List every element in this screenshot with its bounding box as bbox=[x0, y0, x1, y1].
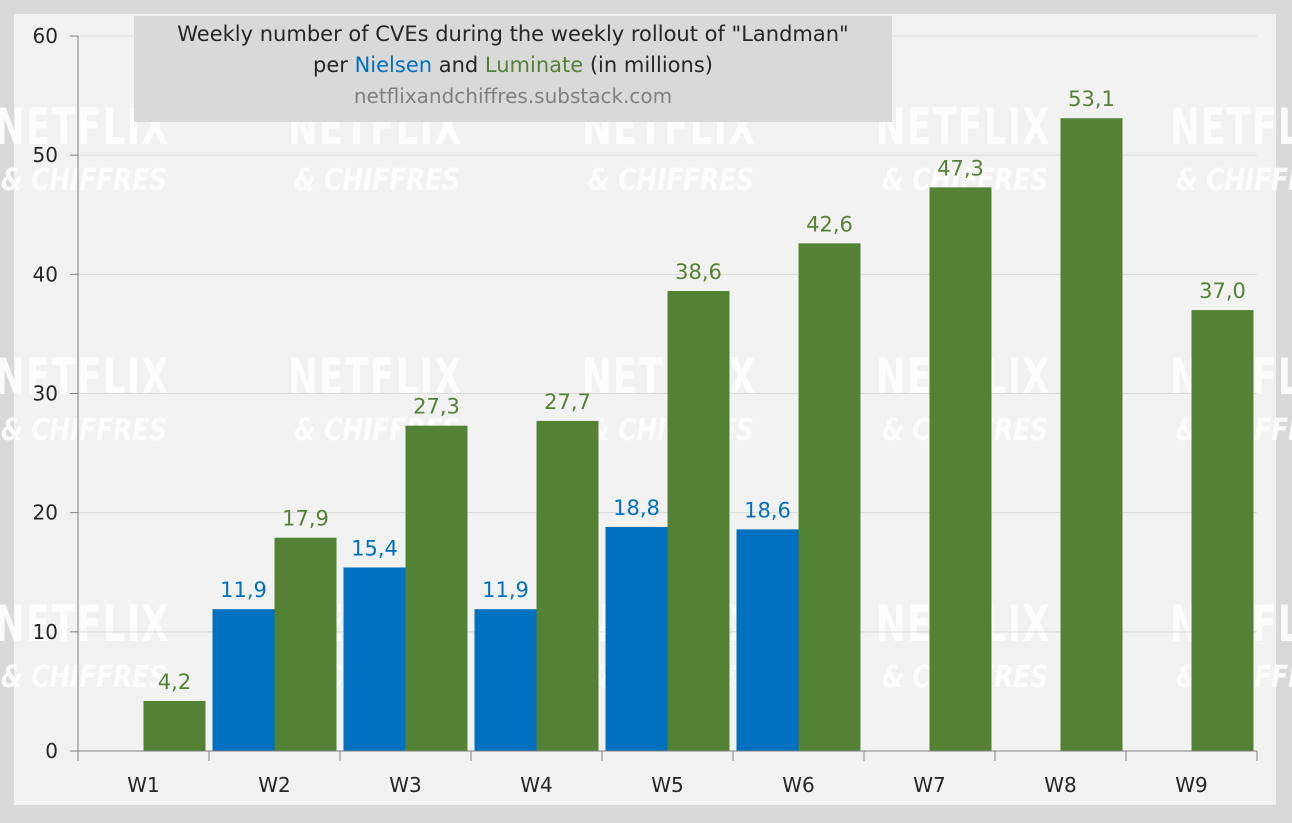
watermark-text: & CHIFFRES bbox=[294, 163, 460, 198]
legend-nielsen: Nielsen bbox=[354, 53, 433, 77]
bar-luminate-w3 bbox=[405, 425, 468, 751]
watermark-text: & CHIFFRES bbox=[1, 413, 167, 448]
watermark-text: & CHIFFRES bbox=[1, 163, 167, 198]
data-label-luminate: 27,7 bbox=[544, 390, 591, 414]
subtitle-middle: and bbox=[432, 53, 485, 77]
data-label-nielsen: 15,4 bbox=[351, 536, 398, 560]
bar-luminate-w6 bbox=[798, 243, 861, 751]
y-tick-label: 0 bbox=[45, 739, 58, 763]
bar-nielsen-w6 bbox=[736, 529, 799, 751]
x-tick-label: W8 bbox=[1044, 773, 1077, 797]
data-label-luminate: 47,3 bbox=[937, 156, 984, 180]
bar-luminate-w9 bbox=[1191, 310, 1254, 751]
legend-luminate: Luminate bbox=[484, 53, 584, 77]
x-tick-label: W3 bbox=[389, 773, 422, 797]
x-tick-label: W7 bbox=[913, 773, 946, 797]
subtitle-suffix: (in millions) bbox=[583, 53, 713, 77]
x-tick-label: W9 bbox=[1175, 773, 1208, 797]
bars bbox=[143, 118, 1254, 752]
bar-nielsen-w4 bbox=[474, 609, 537, 751]
subtitle-prefix: per bbox=[313, 53, 355, 77]
x-tick-label: W5 bbox=[651, 773, 684, 797]
x-tick-label: W1 bbox=[127, 773, 160, 797]
y-tick-label: 10 bbox=[33, 620, 58, 644]
x-tick-label: W2 bbox=[258, 773, 291, 797]
data-label-luminate: 27,3 bbox=[413, 395, 460, 419]
bar-luminate-w2 bbox=[274, 537, 337, 751]
data-label-nielsen: 11,9 bbox=[482, 578, 529, 602]
chart-subtitle: per Nielsen and Luminate (in millions) bbox=[134, 50, 892, 80]
y-tick-label: 50 bbox=[33, 143, 58, 167]
x-tick-label: W4 bbox=[520, 773, 553, 797]
watermark-text: & CHIFFRES bbox=[588, 163, 754, 198]
data-label-luminate: 53,1 bbox=[1068, 87, 1115, 111]
data-label-nielsen: 18,8 bbox=[613, 496, 660, 520]
watermark-text: & CHIFFRES bbox=[1176, 163, 1292, 198]
watermark-text: NETFLIX bbox=[288, 348, 463, 406]
data-label-luminate: 17,9 bbox=[282, 507, 329, 531]
axes: 0 10 20 30 40 50 60 W1 W2 W3 W4 W5 W6 W7 W8 W9 bbox=[33, 24, 1258, 797]
bar-nielsen-w3 bbox=[343, 567, 406, 751]
watermark-text: NETFLIX bbox=[876, 98, 1051, 156]
watermark-text: & CHIFFRES bbox=[1, 660, 167, 695]
data-label-nielsen: 11,9 bbox=[220, 578, 267, 602]
watermark-text: NETFLIX bbox=[1170, 98, 1292, 156]
bar-luminate-w8 bbox=[1060, 118, 1123, 752]
data-labels: 4,2 11,9 17,9 15,4 27,3 11,9 27,7 18,8 38,6 18,6 4… bbox=[158, 87, 1246, 694]
bar-luminate-w5 bbox=[667, 291, 730, 751]
data-label-luminate: 37,0 bbox=[1199, 279, 1246, 303]
chart-title-box: Weekly number of CVEs during the weekly … bbox=[134, 16, 892, 122]
watermark-text: NETFLIX bbox=[0, 595, 170, 653]
chart-source: netflixandchiffres.substack.com bbox=[353, 84, 673, 108]
bar-luminate-w4 bbox=[536, 420, 599, 751]
bar-nielsen-w5 bbox=[605, 526, 668, 751]
data-label-luminate: 38,6 bbox=[675, 260, 722, 284]
chart-title: Weekly number of CVEs during the weekly … bbox=[177, 22, 849, 46]
bar-luminate-w1 bbox=[143, 700, 206, 751]
y-tick-label: 20 bbox=[33, 501, 58, 525]
data-label-luminate: 4,2 bbox=[158, 670, 191, 694]
x-tick-label: W6 bbox=[782, 773, 815, 797]
data-label-luminate: 42,6 bbox=[806, 212, 853, 236]
y-tick-label: 60 bbox=[33, 24, 58, 48]
bar-luminate-w7 bbox=[929, 187, 992, 751]
y-tick-label: 30 bbox=[33, 382, 58, 406]
y-tick-label: 40 bbox=[33, 262, 58, 286]
bar-nielsen-w2 bbox=[212, 609, 275, 751]
watermark-text: NETFLIX bbox=[0, 348, 170, 406]
data-label-nielsen: 18,6 bbox=[744, 498, 791, 522]
